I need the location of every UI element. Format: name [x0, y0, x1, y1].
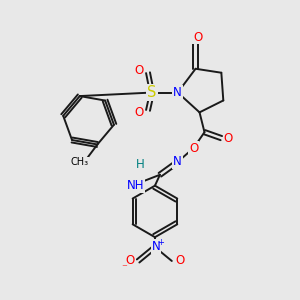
- Text: CH₃: CH₃: [70, 157, 88, 167]
- Text: N: N: [173, 86, 182, 99]
- Text: NH: NH: [126, 179, 144, 192]
- Text: O: O: [175, 254, 184, 268]
- Text: O: O: [193, 31, 202, 44]
- Text: ⁻: ⁻: [121, 263, 127, 273]
- Text: N: N: [152, 240, 160, 253]
- Text: O: O: [134, 64, 144, 77]
- Text: H: H: [136, 158, 145, 171]
- Text: S: S: [147, 85, 157, 100]
- Text: +: +: [158, 238, 164, 247]
- Text: O: O: [224, 132, 233, 145]
- Text: N: N: [173, 155, 182, 168]
- Text: O: O: [134, 106, 144, 119]
- Text: O: O: [126, 254, 135, 268]
- Text: O: O: [189, 142, 198, 154]
